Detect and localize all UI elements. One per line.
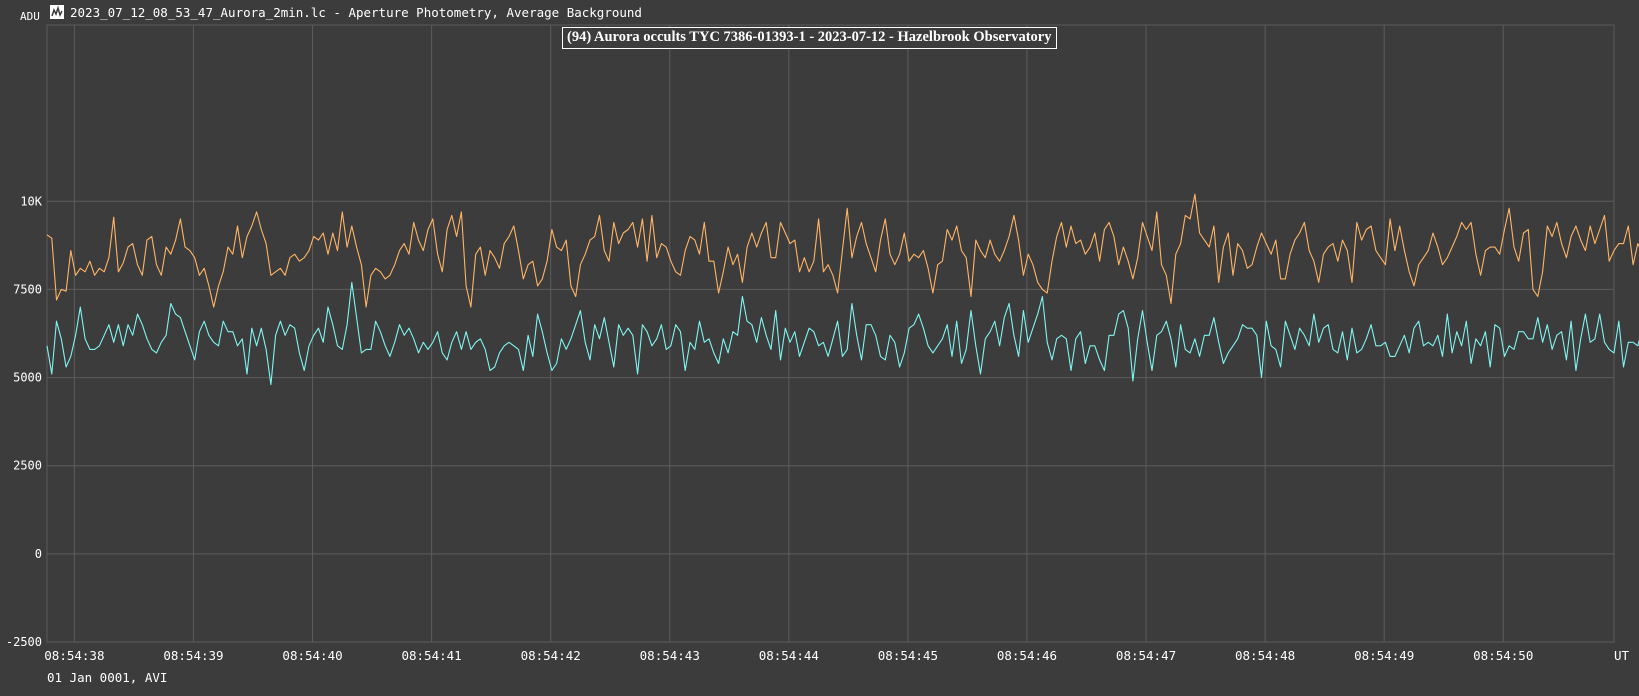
plot-grid <box>46 24 1615 643</box>
date-source-label: 01 Jan 0001, AVI <box>47 670 168 685</box>
x-tick-label: 08:54:46 <box>997 648 1057 663</box>
x-tick-label: 08:54:45 <box>878 648 938 663</box>
lightcurve-app-icon[interactable] <box>50 5 64 19</box>
y-tick-label: 10K <box>20 194 42 208</box>
y-tick-label: -2500 <box>6 635 42 649</box>
x-axis: 08:54:38 08:54:39 08:54:40 08:54:41 08:54:42… <box>44 648 1533 663</box>
x-tick-label: 08:54:44 <box>759 648 819 663</box>
x-tick-label: 08:54:41 <box>401 648 461 663</box>
window-title: 2023_07_12_08_53_47_Aurora_2min.lc - Ape… <box>70 4 642 20</box>
chart-title: (94) Aurora occults TYC 7386-01393-1 - 2… <box>562 27 1057 49</box>
y-tick-label: 7500 <box>13 282 42 296</box>
series-line-2 <box>46 281 1639 386</box>
x-tick-label: 08:54:42 <box>521 648 581 663</box>
x-tick-label: 08:54:49 <box>1354 648 1414 663</box>
x-axis-unit: UT <box>1614 648 1630 663</box>
window-header: 2023_07_12_08_53_47_Aurora_2min.lc - Ape… <box>50 3 642 21</box>
x-tick-label: 08:54:47 <box>1116 648 1176 663</box>
series-line-1 <box>46 193 1639 308</box>
x-tick-label: 08:54:38 <box>44 648 104 663</box>
y-axis: -2500 0 2500 5000 7500 10K <box>6 194 43 649</box>
x-tick-label: 08:54:43 <box>640 648 700 663</box>
x-tick-label: 08:54:50 <box>1473 648 1533 663</box>
plot-frame <box>46 24 1615 643</box>
x-tick-label: 08:54:48 <box>1235 648 1295 663</box>
y-tick-label: 0 <box>35 547 42 561</box>
y-tick-label: 5000 <box>13 371 42 385</box>
y-axis-unit: ADU <box>20 10 40 23</box>
series-layer <box>46 193 1639 386</box>
x-tick-label: 08:54:39 <box>163 648 223 663</box>
y-tick-label: 2500 <box>13 459 42 473</box>
x-tick-label: 08:54:40 <box>282 648 342 663</box>
